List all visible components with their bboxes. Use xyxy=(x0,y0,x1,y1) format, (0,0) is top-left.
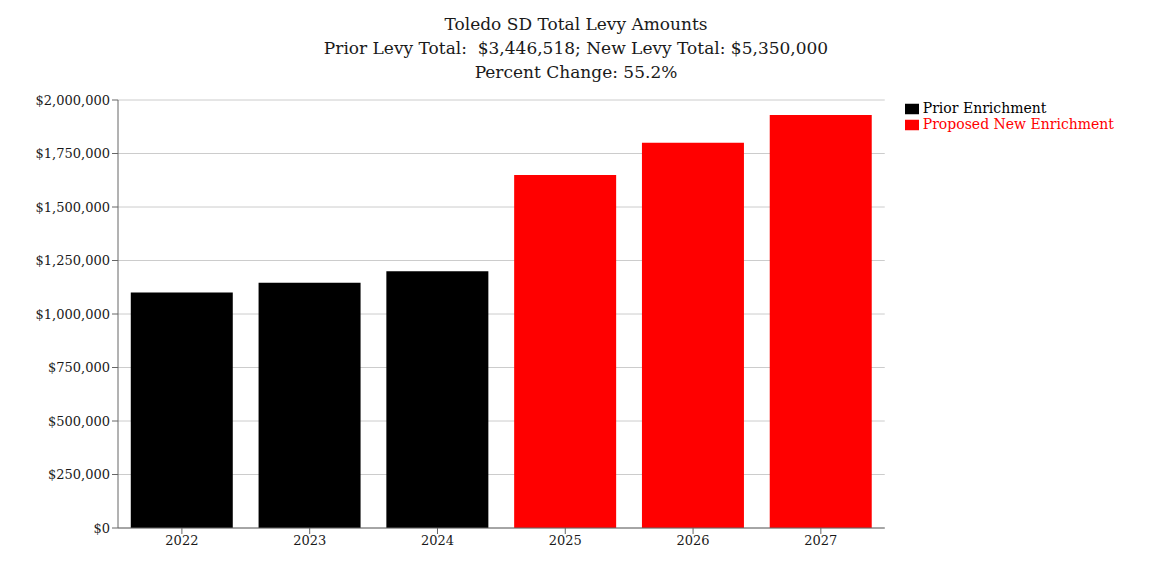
svg-text:2025: 2025 xyxy=(549,533,582,548)
svg-text:2022: 2022 xyxy=(165,533,198,548)
svg-text:$250,000: $250,000 xyxy=(48,467,110,482)
svg-text:$500,000: $500,000 xyxy=(48,414,110,429)
svg-text:2023: 2023 xyxy=(293,533,326,548)
svg-text:$1,750,000: $1,750,000 xyxy=(36,146,110,161)
html-text:Prior Enrichment: Prior Enrichment xyxy=(922,100,1047,116)
svg-text:$1,000,000: $1,000,000 xyxy=(36,307,110,322)
svg-text:$1,250,000: $1,250,000 xyxy=(36,253,110,268)
html-text:Percent Change: 55.2%: Percent Change: 55.2% xyxy=(474,62,678,82)
svg-text:$750,000: $750,000 xyxy=(48,360,110,375)
html-text:Toledo SD Total Levy Amounts: Toledo SD Total Levy Amounts xyxy=(444,14,708,34)
svg-text:$1,500,000: $1,500,000 xyxy=(36,200,110,215)
svg-text:2024: 2024 xyxy=(421,533,454,548)
html-text:Proposed New Enrichment: Proposed New Enrichment xyxy=(922,116,1114,132)
svg-text:2027: 2027 xyxy=(804,533,837,548)
svg-text:$2,000,000: $2,000,000 xyxy=(36,93,110,108)
html-text:Prior Levy Total: $3,446,518;: Prior Levy Total: $3,446,518; New Levy T… xyxy=(323,38,829,58)
svg-text:2026: 2026 xyxy=(677,533,710,548)
svg-text:$0: $0 xyxy=(93,521,110,536)
